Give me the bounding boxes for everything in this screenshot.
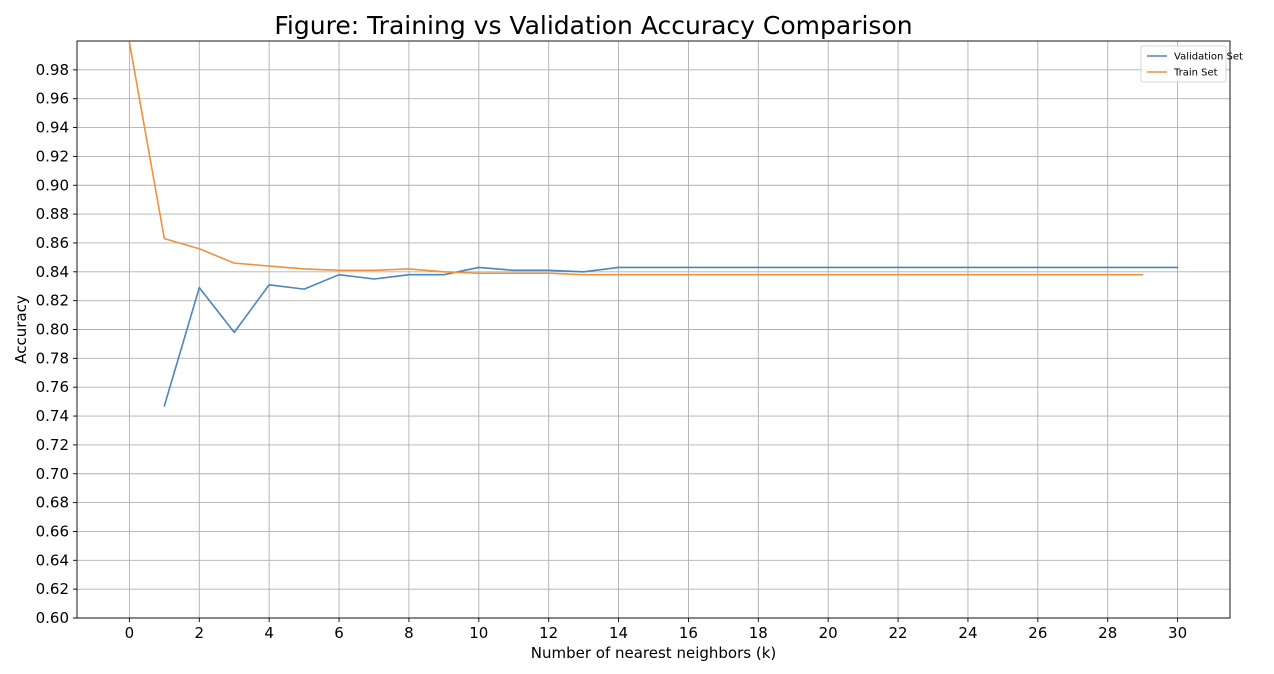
x-tick-label: 2 [195, 624, 205, 642]
legend-box [1140, 45, 1227, 83]
grid-lines [77, 41, 1230, 619]
x-tick-label: 12 [539, 624, 558, 642]
y-tick-label: 0.64 [36, 551, 69, 569]
y-tick-label: 0.70 [36, 465, 69, 483]
legend-entry-label: Validation Set [1174, 52, 1243, 63]
y-axis-ticks: 0.60 0.62 0.64 0.66 0.68 0.70 0.72 0.74 0.76 0.78… [36, 61, 77, 627]
x-axis-ticks: 0 2 4 6 8 10 12 14 16 18 20 22 24 26 28 30 [125, 618, 1187, 642]
y-tick-label: 0.86 [36, 234, 69, 252]
x-tick-label: 8 [404, 624, 414, 642]
x-axis-label: Number of nearest neighbors (k) [531, 644, 776, 662]
y-tick-label: 0.72 [36, 436, 69, 454]
series-line-train [128, 41, 1144, 276]
y-tick-label: 0.68 [36, 494, 69, 512]
x-tick-label: 6 [334, 624, 344, 642]
y-tick-label: 0.98 [36, 61, 69, 79]
x-tick-label: 22 [889, 624, 908, 642]
chart-title: Figure: Training vs Validation Accuracy … [274, 11, 912, 40]
y-tick-label: 0.62 [36, 580, 69, 598]
y-tick-label: 0.80 [36, 321, 69, 339]
legend: Validation Set Train Set [1140, 45, 1243, 83]
x-tick-label: 26 [1028, 624, 1047, 642]
x-tick-label: 30 [1168, 624, 1187, 642]
y-tick-label: 0.84 [36, 263, 69, 281]
y-tick-label: 0.88 [36, 205, 69, 223]
y-tick-label: 0.82 [36, 292, 69, 310]
x-tick-label: 16 [679, 624, 698, 642]
y-tick-label: 0.74 [36, 407, 69, 425]
x-tick-label: 10 [469, 624, 488, 642]
x-tick-label: 24 [958, 624, 977, 642]
series-line-validation [163, 266, 1179, 407]
x-tick-label: 20 [819, 624, 838, 642]
y-axis-label: Accuracy [12, 295, 30, 364]
x-tick-label: 14 [609, 624, 628, 642]
y-tick-label: 0.66 [36, 522, 69, 540]
y-tick-label: 0.60 [36, 609, 69, 627]
y-tick-label: 0.78 [36, 349, 69, 367]
x-tick-label: 4 [264, 624, 274, 642]
plot-series [128, 41, 1179, 407]
x-tick-label: 0 [125, 624, 135, 642]
y-tick-label: 0.96 [36, 90, 69, 108]
x-tick-label: 18 [749, 624, 768, 642]
y-tick-label: 0.94 [36, 119, 69, 137]
x-tick-label: 28 [1098, 624, 1117, 642]
y-tick-label: 0.92 [36, 147, 69, 165]
legend-entry-label: Train Set [1173, 68, 1218, 79]
y-tick-label: 0.90 [36, 176, 69, 194]
y-tick-label: 0.76 [36, 378, 69, 396]
